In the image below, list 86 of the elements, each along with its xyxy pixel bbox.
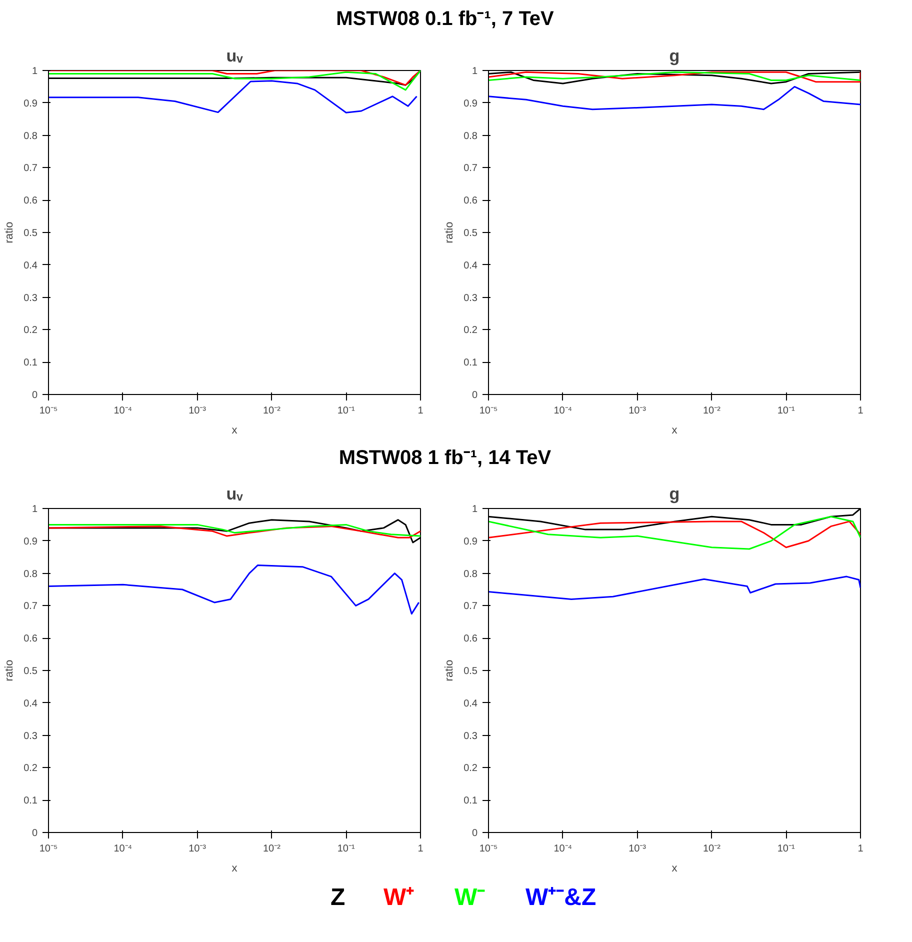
y-tick-label: 1	[472, 504, 478, 516]
x-tick-label: 10⁻⁵	[39, 405, 58, 416]
y-tick-label: 0.9	[464, 536, 478, 548]
y-tick-label: 0.4	[24, 698, 38, 710]
y-tick-label: 0.2	[464, 324, 478, 336]
x-axis-title: x	[232, 424, 238, 436]
x-axis-title: x	[232, 862, 238, 875]
y-tick-label: 0.3	[464, 292, 478, 304]
x-tick-label: 10⁻⁴	[114, 844, 132, 855]
y-tick-label: 0.1	[24, 357, 38, 368]
x-tick-label: 10⁻⁴	[554, 405, 572, 416]
y-tick-label: 0.8	[464, 568, 478, 580]
y-tick-label: 0.8	[24, 568, 38, 580]
y-tick-label: 0.5	[24, 666, 38, 678]
x-tick-label: 10⁻²	[262, 844, 282, 855]
y-tick-label: 0.6	[24, 634, 38, 645]
chart-subtitle: MSTW08 1 fb⁻¹, 14 TeV	[338, 446, 552, 471]
y-tick-label: 0.2	[24, 324, 38, 336]
y-tick-label: 0	[32, 828, 38, 840]
y-axis-title: ratio	[4, 221, 16, 243]
x-tick-label: 10⁻³	[188, 844, 207, 855]
x-tick-label: 10⁻¹	[777, 405, 796, 416]
x-tick-label: 10⁻³	[188, 405, 207, 416]
x-tick-label: 1	[858, 844, 864, 855]
y-tick-label: 0.8	[464, 130, 478, 142]
x-tick-label: 10⁻¹	[337, 405, 356, 416]
x-tick-label: 10⁻¹	[777, 844, 796, 855]
y-axis-title: ratio	[444, 660, 456, 682]
y-tick-label: 1	[32, 66, 38, 77]
x-tick-label: 10⁻¹	[337, 844, 356, 855]
x-tick-label: 10⁻⁴	[554, 844, 572, 855]
y-tick-label: 0.2	[464, 763, 478, 774]
y-tick-label: 0.2	[24, 763, 38, 774]
y-tick-label: 1	[472, 66, 478, 77]
chart-title: uᵥ	[226, 484, 244, 504]
y-tick-label: 0.1	[24, 796, 38, 807]
y-tick-label: 0.7	[24, 162, 38, 174]
chart-title: g	[669, 46, 680, 66]
x-tick-label: 1	[418, 844, 424, 855]
text: W⁺⁻&Z	[526, 884, 596, 912]
x-axis-title: x	[672, 862, 678, 875]
chart-title: uᵥ	[226, 46, 244, 66]
y-tick-label: 0.1	[464, 796, 478, 807]
y-tick-label: 0	[32, 390, 38, 401]
y-tick-label: 0.8	[24, 130, 38, 142]
x-tick-label: 10⁻³	[628, 405, 647, 416]
y-tick-label: 0	[472, 390, 478, 401]
chart-subtitle: MSTW08 0.1 fb⁻¹, 7 TeV	[336, 7, 554, 32]
y-tick-label: 0.3	[24, 730, 38, 742]
y-tick-label: 0.7	[464, 601, 478, 612]
y-tick-label: 0.1	[464, 357, 478, 368]
text: W⁻	[454, 884, 486, 912]
x-tick-label: 1	[858, 405, 864, 416]
y-tick-label: 0.4	[464, 698, 478, 710]
x-tick-label: 10⁻³	[628, 844, 647, 855]
y-tick-label: 0.5	[464, 666, 478, 678]
y-axis-title: ratio	[444, 221, 456, 243]
y-tick-label: 0.3	[464, 730, 478, 742]
chart-title: g	[669, 484, 680, 504]
y-tick-label: 1	[32, 504, 38, 516]
x-tick-label: 10⁻⁵	[479, 405, 498, 416]
y-tick-label: 0.5	[464, 228, 478, 239]
x-tick-label: 10⁻⁵	[479, 844, 498, 855]
y-tick-label: 0	[472, 828, 478, 840]
y-tick-label: 0.7	[464, 162, 478, 174]
y-tick-label: 0.4	[24, 260, 38, 271]
y-tick-label: 0.3	[24, 292, 38, 304]
y-tick-label: 0.6	[464, 195, 478, 206]
y-tick-label: 0.6	[24, 195, 38, 206]
x-tick-label: 10⁻⁴	[114, 405, 132, 416]
y-tick-label: 0.6	[464, 634, 478, 645]
text: W⁺	[384, 884, 414, 912]
x-tick-label: 1	[418, 405, 424, 416]
x-tick-label: 10⁻²	[262, 405, 282, 416]
x-tick-label: 10⁻⁵	[39, 844, 58, 855]
text: Z	[330, 884, 346, 912]
y-tick-label: 0.9	[464, 98, 478, 109]
y-tick-label: 0.9	[24, 536, 38, 548]
y-tick-label: 0.4	[464, 260, 478, 271]
y-axis-title: ratio	[4, 660, 16, 682]
x-tick-label: 10⁻²	[702, 844, 722, 855]
x-axis-title: x	[672, 424, 678, 436]
x-tick-label: 10⁻²	[702, 405, 722, 416]
y-tick-label: 0.9	[24, 98, 38, 109]
y-tick-label: 0.5	[24, 228, 38, 239]
y-tick-label: 0.7	[24, 601, 38, 612]
